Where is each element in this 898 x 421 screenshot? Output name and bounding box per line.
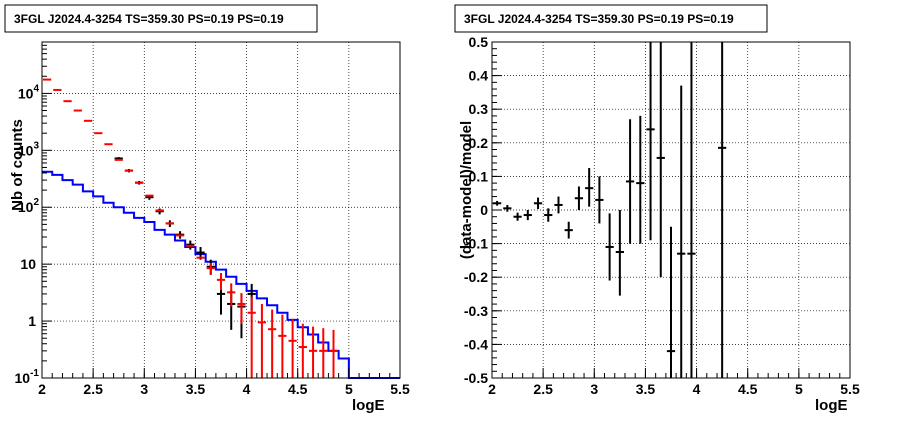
data-point [666, 226, 676, 378]
data-point [237, 293, 246, 324]
data-point [257, 303, 267, 378]
y-tick-base: 1 [28, 313, 36, 329]
data-point [625, 119, 635, 244]
left-y-axis-label: Nb of counts [9, 119, 26, 211]
left-x-axis-label: logE [352, 397, 385, 414]
data-point [206, 262, 215, 275]
data-point [513, 212, 522, 221]
y-tick-label: 102 [18, 197, 40, 215]
data-point [564, 221, 573, 239]
x-tick-label: 2 [38, 381, 46, 397]
y-tick-base: 10 [15, 370, 31, 386]
y-tick-base: 10 [18, 85, 34, 101]
x-tick-label: 5 [345, 381, 353, 397]
left-title-box [4, 4, 318, 33]
data-point [595, 176, 604, 224]
y-tick-label: -0.4 [464, 336, 488, 352]
data-point [718, 42, 727, 378]
x-tick-label: 4.5 [738, 381, 758, 397]
data-point [585, 168, 594, 207]
y-tick-label: 104 [18, 83, 40, 101]
data-point [288, 318, 297, 378]
data-point [544, 208, 553, 222]
data-point [319, 328, 328, 378]
y-tick-label: -0.2 [464, 269, 488, 285]
y-tick-exponent: 3 [33, 140, 39, 151]
y-tick-label: 0 [480, 202, 488, 218]
x-tick-label: 4.5 [288, 381, 308, 397]
y-tick-label: 0.1 [469, 168, 489, 184]
right-plot-content [493, 42, 727, 378]
y-tick-label: 0.3 [469, 101, 489, 117]
data-point [533, 197, 543, 209]
y-tick-exponent: -1 [30, 368, 39, 379]
data-point [298, 323, 307, 378]
data-point [605, 213, 614, 281]
data-point [687, 42, 696, 378]
x-tick-label: 3 [140, 381, 148, 397]
y-tick-label: 0.4 [469, 68, 489, 84]
data-point [155, 208, 164, 215]
y-tick-label: 103 [18, 140, 40, 158]
right-x-axis-label: logE [815, 397, 848, 414]
right-y-axis-label: (data-model)/model [458, 121, 475, 259]
x-tick-label: 3.5 [186, 381, 206, 397]
y-tick-exponent: 4 [33, 83, 39, 94]
y-tick-base: 10 [18, 199, 34, 215]
x-tick-label: 3.5 [636, 381, 656, 397]
y-tick-base: 10 [20, 256, 36, 272]
data-point [646, 42, 655, 241]
y-tick-label: 0.5 [469, 34, 489, 50]
y-tick-label: 1 [28, 313, 36, 329]
left-panel: 3FGL J2024.4-3254 TS=359.30 PS=0.19 PS=0… [4, 4, 410, 414]
right-panel: 3FGL J2024.4-3254 TS=359.30 PS=0.19 PS=0… [454, 4, 860, 414]
y-tick-label: -0.1 [464, 236, 488, 252]
data-point [329, 329, 338, 378]
y-tick-label: 10 [20, 256, 36, 272]
data-point [308, 326, 318, 378]
data-point [615, 210, 624, 296]
left-title: 3FGL J2024.4-3254 TS=359.30 PS=0.19 PS=0… [14, 12, 284, 26]
y-tick-label: -0.5 [464, 370, 488, 386]
x-tick-label: 4 [693, 381, 701, 397]
data-point [523, 210, 532, 221]
data-point [656, 42, 665, 278]
x-tick-label: 2.5 [83, 381, 103, 397]
left-gridlines [42, 42, 400, 378]
y-tick-label: 10-1 [15, 368, 40, 386]
y-tick-label: -0.3 [464, 303, 488, 319]
data-point [554, 196, 563, 214]
y-tick-base: 10 [18, 142, 34, 158]
x-tick-label: 4 [243, 381, 251, 397]
x-tick-label: 5.5 [840, 381, 860, 397]
data-point [677, 85, 686, 378]
data-point [227, 283, 236, 307]
x-tick-label: 3 [590, 381, 598, 397]
right-gridlines [492, 42, 850, 378]
left-plot-frame [41, 41, 401, 379]
x-tick-label: 2 [488, 381, 496, 397]
x-tick-label: 5 [795, 381, 803, 397]
data-point [247, 296, 256, 378]
y-tick-exponent: 2 [33, 197, 39, 208]
right-ticks: 2 2.5 3 3.5 4 4.5 5 5.5 -0.5 -0.4 -0.3 -0.2 -0.1 0 0.1… [464, 34, 860, 397]
right-title-box [454, 4, 768, 33]
left-plot-content [42, 78, 400, 379]
data-point [636, 115, 645, 244]
right-title: 3FGL J2024.4-3254 TS=359.30 PS=0.19 PS=0… [464, 12, 734, 26]
x-tick-label: 5.5 [390, 381, 410, 397]
data-point [574, 186, 584, 210]
data-point [268, 309, 277, 378]
data-point [278, 314, 287, 378]
x-tick-label: 2.5 [533, 381, 553, 397]
y-tick-label: 0.2 [469, 135, 489, 151]
data-point [503, 204, 512, 212]
data-point [216, 272, 226, 291]
